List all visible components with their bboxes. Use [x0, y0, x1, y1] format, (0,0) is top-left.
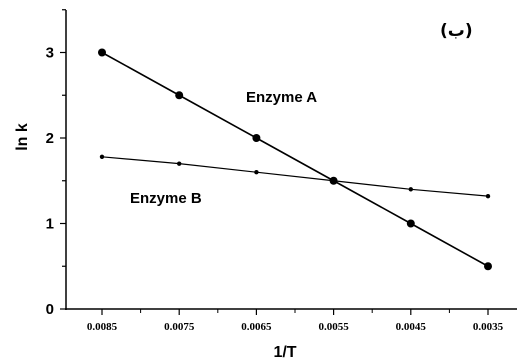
x-axis-title: 1/T	[273, 344, 296, 361]
series-line-enzyme-a	[101, 51, 489, 267]
x-tick-label: 0.0075	[164, 321, 195, 333]
panel-label: (ب)	[440, 21, 473, 41]
data-point-enzyme-b	[254, 170, 259, 175]
x-tick-label: 0.0035	[473, 321, 504, 333]
data-point-enzyme-b	[408, 187, 413, 192]
data-point-enzyme-b	[485, 193, 491, 199]
axes: 0 1 2 3 0.0085 0.0075 0.0065 0.0055 0.0045 0.0035	[46, 9, 517, 333]
labels: (ب) Enzyme A Enzyme B 1/T ln k	[14, 21, 473, 361]
data-point-enzyme-b	[99, 154, 105, 160]
y-axis-title: ln k	[14, 123, 31, 151]
y-tick-label: 1	[46, 216, 54, 233]
x-tick-label: 0.0085	[87, 321, 118, 333]
data-point-enzyme-a	[406, 219, 415, 228]
series-label-enzyme-b: Enzyme B	[130, 190, 202, 207]
y-tick-label: 3	[46, 45, 54, 62]
series-line-enzyme-b	[101, 156, 489, 197]
data-point-enzyme-b	[331, 178, 336, 183]
y-tick-label: 2	[46, 130, 54, 147]
data-point-enzyme-a	[98, 48, 106, 57]
x-tick-label: 0.0045	[396, 321, 427, 333]
x-tick-label: 0.0065	[241, 321, 272, 333]
data-point-enzyme-a	[484, 262, 492, 271]
x-tick-label: 0.0055	[318, 321, 349, 333]
series-layer	[98, 48, 492, 271]
data-point-enzyme-a	[175, 91, 184, 100]
y-tick-label: 0	[46, 301, 54, 318]
series-label-enzyme-a: Enzyme A	[246, 89, 317, 106]
data-point-enzyme-b	[177, 161, 182, 166]
data-point-enzyme-a	[252, 134, 261, 142]
